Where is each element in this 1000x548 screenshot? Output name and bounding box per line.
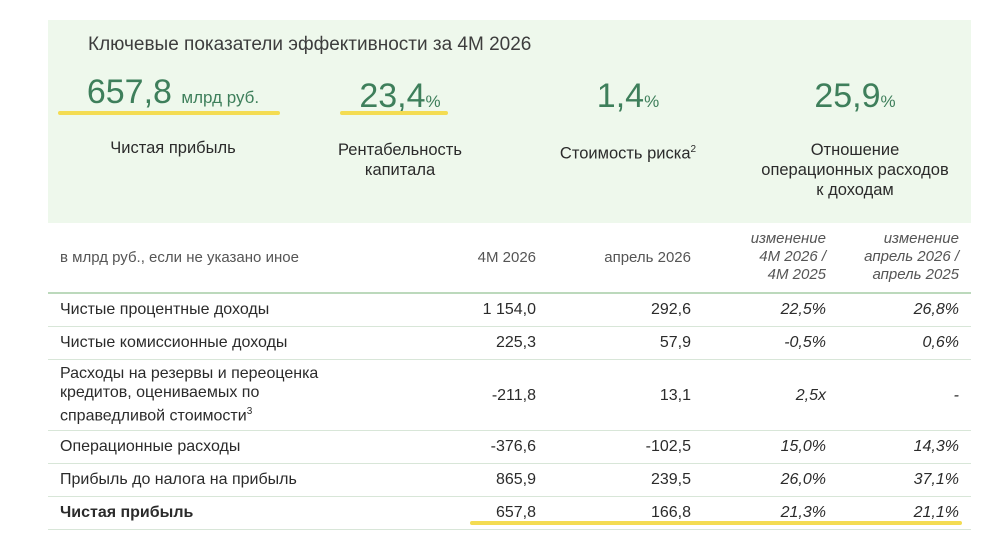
footnote-marker: 2: [690, 144, 697, 155]
cell-4m-2026: 865,9: [408, 463, 548, 497]
row-label: Операционные расходы: [48, 430, 408, 464]
cell-april-2026: 292,6: [548, 293, 703, 327]
cell-change-4m: 26,0%: [703, 463, 838, 497]
kpi-value: 1,4%: [596, 77, 660, 115]
cell-change-april: 37,1%: [838, 463, 971, 497]
row-label: Чистая прибыль: [48, 496, 408, 530]
kpi-net-profit: 657,8 млрд руб. Чистая прибыль: [58, 72, 288, 158]
cell-change-april: -: [838, 359, 971, 431]
kpi-label: Отношение операционных расходов к доходам: [761, 141, 949, 199]
cell-change-april: 26,8%: [838, 293, 971, 327]
row-label: Чистые комиссионные доходы: [48, 326, 408, 360]
table-row: Чистые комиссионные доходы 225,3 57,9 -0…: [48, 326, 971, 360]
row-label: Расходы на резервы и переоценка кредитов,…: [48, 359, 408, 431]
page-title: Ключевые показатели эффективности за 4М …: [88, 34, 532, 55]
kpi-panel: Ключевые показатели эффективности за 4М …: [48, 20, 971, 223]
kpi-label: Рентабельность капитала: [338, 141, 462, 179]
header-metric: в млрд руб., если не указано иное: [48, 222, 408, 294]
cell-4m-2026: 1 154,0: [408, 293, 548, 327]
cell-change-april: 0,6%: [838, 326, 971, 360]
metrics-table: в млрд руб., если не указано иное 4М 202…: [48, 222, 971, 530]
cell-change-4m: 22,5%: [703, 293, 838, 327]
cell-change-april: 14,3%: [838, 430, 971, 464]
cell-april-2026: -102,5: [548, 430, 703, 464]
table-row: Операционные расходы -376,6 -102,5 15,0%…: [48, 430, 971, 464]
kpi-unit: %: [644, 92, 660, 111]
kpi-unit: %: [425, 92, 441, 111]
cell-4m-2026: -376,6: [408, 430, 548, 464]
kpi-label: Стоимость риска2: [559, 144, 697, 163]
cell-april-2026: 239,5: [548, 463, 703, 497]
kpi-cost-income: 25,9% Отношение операционных расходов к до…: [740, 76, 970, 200]
kpi-label: Чистая прибыль: [110, 139, 236, 157]
kpi-cost-of-risk: 1,4% Стоимость риска2: [528, 76, 728, 164]
table-row: Прибыль до налога на прибыль 865,9 239,5…: [48, 463, 971, 497]
highlight-underline: [58, 111, 280, 115]
kpi-value: 23,4%: [359, 77, 441, 115]
kpi-value: 25,9%: [814, 77, 896, 115]
row-label: Чистые процентные доходы: [48, 293, 408, 327]
highlight-underline: [340, 111, 448, 115]
header-change-4m: изменение 4М 2026 /4М 2025: [703, 222, 838, 294]
cell-change-4m: 15,0%: [703, 430, 838, 464]
kpi-unit: млрд руб.: [181, 88, 260, 107]
kpi-unit: %: [880, 92, 896, 111]
cell-april-2026: 57,9: [548, 326, 703, 360]
header-change-april: изменение апрель 2026 /апрель 2025: [838, 222, 971, 294]
cell-change-4m: 2,5x: [703, 359, 838, 431]
table-row: Расходы на резервы и переоценка кредитов,…: [48, 359, 971, 431]
kpi-value: 657,8 млрд руб.: [86, 73, 260, 111]
cell-april-2026: 13,1: [548, 359, 703, 431]
row-label: Прибыль до налога на прибыль: [48, 463, 408, 497]
header-4m-2026: 4М 2026: [408, 222, 548, 294]
header-april-2026: апрель 2026: [548, 222, 703, 294]
kpi-roe: 23,4% Рентабельность капитала: [310, 76, 490, 180]
highlight-underline: [470, 521, 962, 525]
table-header-row: в млрд руб., если не указано иное 4М 202…: [48, 222, 971, 294]
cell-4m-2026: 225,3: [408, 326, 548, 360]
footnote-marker: 3: [246, 406, 253, 418]
table-row: Чистые процентные доходы 1 154,0 292,6 2…: [48, 293, 971, 327]
cell-4m-2026: -211,8: [408, 359, 548, 431]
cell-change-4m: -0,5%: [703, 326, 838, 360]
